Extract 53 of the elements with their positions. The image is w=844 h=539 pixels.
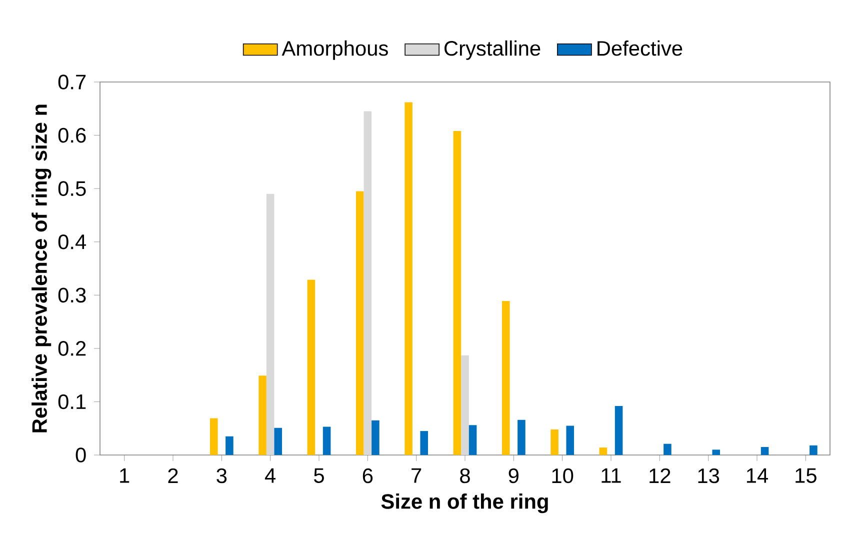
x-tick-label: 1: [120, 468, 130, 483]
x-tick-label: 9: [508, 468, 518, 484]
bar: [322, 426, 331, 455]
bar: [810, 445, 818, 455]
x-tick-label: 13: [698, 468, 720, 484]
x-tick-label: 8: [460, 468, 470, 484]
bar: [307, 280, 316, 455]
y-tick-label: 0.6: [58, 128, 86, 143]
y-tick-label: 0.1: [58, 394, 86, 410]
bar: [760, 447, 769, 455]
bar: [461, 355, 469, 455]
bar: [599, 448, 608, 455]
x-tick-label: 5: [314, 468, 324, 483]
bar: [404, 102, 412, 455]
bar: [364, 111, 372, 455]
bar: [356, 191, 364, 455]
bar: [453, 131, 462, 455]
bar: [566, 426, 574, 455]
x-tick-label: 2: [168, 468, 178, 483]
x-tick-label: 4: [264, 468, 276, 483]
y-axis-title: Relative prevalence of ring size n: [32, 104, 52, 432]
x-tick-label: 10: [552, 468, 574, 484]
bar: [614, 406, 623, 455]
bar: [518, 420, 526, 455]
bar: [420, 431, 428, 455]
bar: [712, 450, 720, 455]
x-tick-label: 14: [746, 468, 768, 483]
bar: [266, 194, 274, 455]
x-tick-label: 3: [216, 468, 227, 484]
bar: [210, 418, 218, 455]
bar: [502, 301, 510, 455]
bar: [468, 425, 477, 455]
legend-label: Crystalline: [444, 40, 540, 60]
y-tick-label: 0: [76, 448, 86, 462]
y-tick-label: 0.5: [58, 181, 86, 196]
bar: [550, 429, 558, 455]
x-tick-label: 11: [602, 468, 621, 483]
x-axis-title: Size n of the ring: [381, 494, 548, 514]
y-tick-label: 0.4: [58, 234, 86, 250]
legend-label: Defective: [598, 40, 682, 56]
legend-label: Amorphous: [282, 40, 388, 60]
y-tick-label: 0.7: [58, 74, 86, 90]
x-tick-label: 6: [362, 468, 373, 484]
bar: [664, 444, 672, 455]
x-tick-label: 15: [796, 468, 816, 483]
bar: [226, 436, 234, 455]
bar: [372, 420, 380, 455]
y-tick-label: 0.2: [58, 341, 86, 356]
bar: [258, 376, 266, 455]
x-tick-label: 7: [412, 468, 422, 483]
x-tick-label: 12: [650, 468, 670, 483]
y-tick-label: 0.3: [58, 288, 86, 303]
bar: [274, 428, 282, 455]
